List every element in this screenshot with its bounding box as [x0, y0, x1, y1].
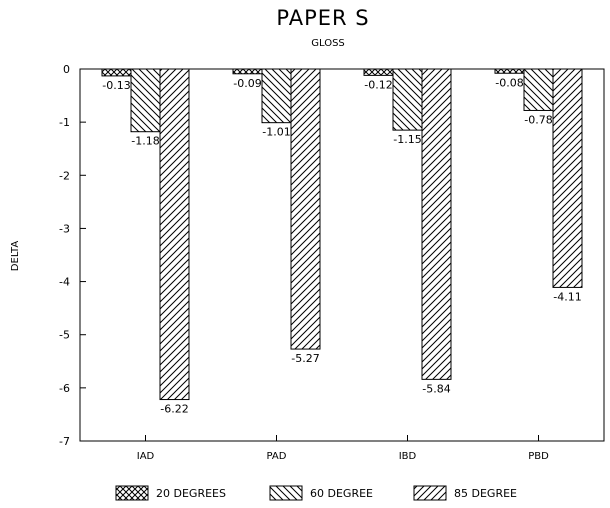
legend-label: 60 DEGREE [310, 487, 373, 500]
chart-subtitle: GLOSS [311, 38, 345, 49]
data-label: -0.09 [233, 77, 261, 90]
data-label: -1.18 [131, 135, 159, 148]
bar [392, 68, 423, 131]
legend-swatch [115, 485, 149, 501]
data-label: -0.08 [495, 76, 523, 89]
y-tick-label: -2 [59, 169, 70, 182]
data-label: -4.11 [553, 290, 581, 303]
chart-title: PAPER S [276, 6, 369, 30]
bar [421, 68, 452, 380]
bar [232, 68, 263, 75]
y-tick-label: -4 [59, 276, 70, 289]
data-label: -5.27 [291, 352, 319, 365]
bar [523, 68, 554, 111]
x-axis: IAD PAD IBD PBD [137, 435, 549, 462]
data-label: -0.78 [524, 113, 552, 126]
data-labels: -0.13 -1.18 -6.22 -0.09 -1.01 -5.27 -0.12 -1.15… [102, 76, 581, 415]
legend-label: 85 DEGREE [454, 487, 517, 500]
data-label: -5.84 [422, 382, 450, 395]
plot-frame [79, 68, 605, 442]
y-tick-label: -1 [59, 116, 70, 129]
bar [290, 68, 321, 350]
bar [101, 68, 132, 77]
bar [261, 68, 292, 124]
legend-swatch [413, 485, 447, 501]
bar [494, 68, 525, 74]
y-tick-label: -5 [59, 329, 70, 342]
data-label: -1.01 [262, 126, 290, 139]
x-category-label: PBD [528, 451, 549, 462]
data-label: -1.15 [393, 133, 421, 146]
data-label: -0.12 [364, 78, 392, 91]
x-category-label: IBD [399, 451, 417, 462]
bar [363, 68, 394, 76]
legend-swatch [269, 485, 303, 501]
y-tick-label: -3 [59, 222, 70, 235]
x-category-label: IAD [137, 451, 155, 462]
data-label: -6.22 [160, 403, 188, 416]
bar [159, 68, 190, 401]
x-category-label: PAD [267, 451, 287, 462]
legend-label: 20 DEGREES [156, 487, 226, 500]
y-axis-label: DELTA [10, 241, 21, 272]
bar [130, 68, 161, 133]
legend: 20 DEGREES 60 DEGREE 85 DEGREE [115, 485, 517, 501]
bar [552, 68, 583, 288]
y-axis: 0 -1 -2 -3 -4 -5 -6 -7 [59, 63, 86, 448]
bars [101, 68, 583, 401]
data-label: -0.13 [102, 79, 130, 92]
y-tick-label: -7 [59, 435, 70, 448]
y-tick-label: -6 [59, 382, 70, 395]
y-tick-label: 0 [63, 63, 70, 76]
